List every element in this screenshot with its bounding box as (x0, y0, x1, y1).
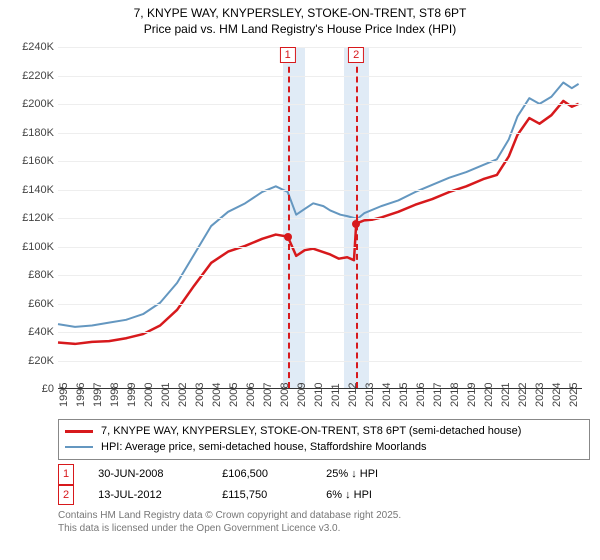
marker-line (356, 47, 358, 388)
x-tick-label: 2006 (245, 383, 257, 407)
x-tick-label: 2019 (466, 383, 478, 407)
gridline (58, 104, 582, 105)
x-tick-label: 2025 (568, 383, 580, 407)
x-tick-label: 1995 (58, 383, 70, 407)
legend-label: HPI: Average price, semi-detached house,… (101, 440, 427, 455)
marker-label: 1 (280, 47, 296, 63)
event-price: £115,750 (222, 486, 302, 505)
event-row: 1 30-JUN-2008 £106,500 25% ↓ HPI (58, 464, 590, 485)
marker-line (288, 47, 290, 388)
gridline (58, 332, 582, 333)
legend-row: 7, KNYPE WAY, KNYPERSLEY, STOKE-ON-TRENT… (65, 424, 583, 439)
x-tick-label: 2001 (160, 383, 172, 407)
legend-swatch (65, 446, 93, 448)
legend-row: HPI: Average price, semi-detached house,… (65, 440, 583, 455)
x-tick-label: 1997 (92, 383, 104, 407)
footer-line1: Contains HM Land Registry data © Crown c… (58, 509, 590, 522)
marker-dot (352, 220, 360, 228)
x-tick-label: 2000 (143, 383, 155, 407)
y-tick-label: £220K (22, 70, 54, 82)
x-tick-label: 2007 (262, 383, 274, 407)
x-tick-label: 2008 (279, 383, 291, 407)
y-tick-label: £20K (28, 355, 54, 367)
footer-line2: This data is licensed under the Open Gov… (58, 522, 590, 535)
event-delta: 25% ↓ HPI (326, 465, 378, 484)
x-tick-label: 1996 (75, 383, 87, 407)
y-tick-label: £60K (28, 298, 54, 310)
y-tick-label: £0 (42, 383, 54, 395)
y-axis: £0£20K£40K£60K£80K£100K£120K£140K£160K£1… (10, 47, 56, 389)
event-price: £106,500 (222, 465, 302, 484)
y-tick-label: £240K (22, 41, 54, 53)
y-tick-label: £160K (22, 155, 54, 167)
event-date: 13-JUL-2012 (98, 486, 198, 505)
gridline (58, 304, 582, 305)
gridline (58, 161, 582, 162)
sale-events: 1 30-JUN-2008 £106,500 25% ↓ HPI 2 13-JUL-201… (58, 464, 590, 505)
x-tick-label: 2010 (313, 383, 325, 407)
x-tick-label: 2022 (517, 383, 529, 407)
x-tick-label: 2013 (364, 383, 376, 407)
y-tick-label: £100K (22, 241, 54, 253)
gridline (58, 190, 582, 191)
x-tick-label: 2017 (432, 383, 444, 407)
x-tick-label: 2016 (415, 383, 427, 407)
x-tick-label: 2003 (194, 383, 206, 407)
gridline (58, 218, 582, 219)
attribution-footer: Contains HM Land Registry data © Crown c… (58, 509, 590, 535)
event-date: 30-JUN-2008 (98, 465, 198, 484)
x-axis: 1995199619971998199920002001200220032004… (58, 391, 582, 413)
x-tick-label: 2023 (534, 383, 546, 407)
event-marker-num: 1 (58, 464, 74, 485)
plot-area: 12 (58, 47, 582, 389)
x-tick-label: 2018 (449, 383, 461, 407)
legend-label: 7, KNYPE WAY, KNYPERSLEY, STOKE-ON-TRENT… (101, 424, 521, 439)
x-tick-label: 2004 (211, 383, 223, 407)
x-tick-label: 2005 (228, 383, 240, 407)
x-tick-label: 2021 (500, 383, 512, 407)
gridline (58, 247, 582, 248)
y-tick-label: £40K (28, 326, 54, 338)
marker-label: 2 (348, 47, 364, 63)
chart: £0 £20K £40K £60K £80K £100K £120K £140K £160K £1… (10, 43, 590, 413)
gridline (58, 76, 582, 77)
x-tick-label: 2024 (551, 383, 563, 407)
x-tick-label: 2011 (330, 384, 342, 408)
y-tick-label: £140K (22, 184, 54, 196)
title-line1: 7, KNYPE WAY, KNYPERSLEY, STOKE-ON-TRENT… (0, 6, 600, 22)
gridline (58, 361, 582, 362)
event-row: 2 13-JUL-2012 £115,750 6% ↓ HPI (58, 485, 590, 506)
chart-title: 7, KNYPE WAY, KNYPERSLEY, STOKE-ON-TRENT… (0, 0, 600, 39)
gridline (58, 275, 582, 276)
series-price_paid (58, 101, 579, 344)
event-marker-num: 2 (58, 485, 74, 506)
event-delta: 6% ↓ HPI (326, 486, 372, 505)
gridline (58, 47, 582, 48)
gridline (58, 133, 582, 134)
x-tick-label: 2012 (347, 383, 359, 407)
x-tick-label: 2015 (398, 383, 410, 407)
legend: 7, KNYPE WAY, KNYPERSLEY, STOKE-ON-TRENT… (58, 419, 590, 460)
x-tick-label: 1998 (109, 383, 121, 407)
title-line2: Price paid vs. HM Land Registry's House … (0, 22, 600, 38)
x-tick-label: 2009 (296, 383, 308, 407)
series-hpi (58, 83, 579, 327)
y-tick-label: £80K (28, 269, 54, 281)
x-tick-label: 2002 (177, 383, 189, 407)
y-tick-label: £180K (22, 127, 54, 139)
legend-swatch (65, 430, 93, 433)
x-tick-label: 2014 (381, 383, 393, 407)
x-tick-label: 2020 (483, 383, 495, 407)
y-tick-label: £200K (22, 98, 54, 110)
x-tick-label: 1999 (126, 383, 138, 407)
y-tick-label: £120K (22, 212, 54, 224)
marker-dot (284, 233, 292, 241)
